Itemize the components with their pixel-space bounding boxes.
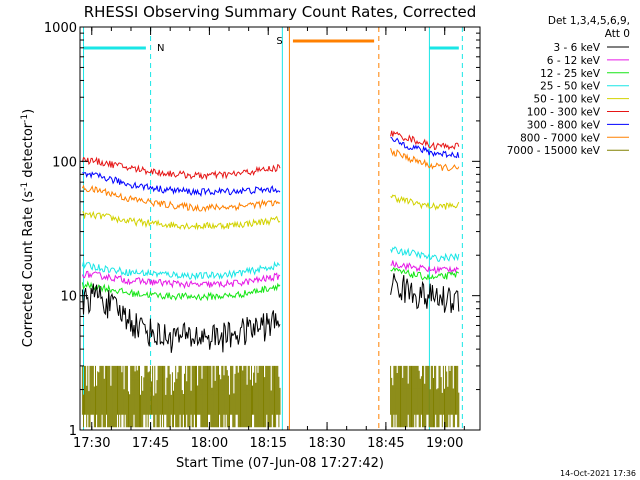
series-800-7000kev	[81, 148, 460, 213]
legend-item-label: 50 - 100 keV	[533, 94, 600, 106]
series-trace	[81, 156, 281, 181]
series-6-12kev	[81, 260, 459, 290]
legend-item-label: 25 - 50 keV	[540, 81, 601, 93]
x-axis-label: Start Time (07-Jun-08 17:27:42)	[176, 456, 384, 471]
legend-item-label: 7000 - 15000 keV	[507, 145, 601, 157]
series-trace	[390, 137, 460, 159]
legend-item-label: 800 - 7000 keV	[520, 132, 601, 144]
series-12-25kev	[81, 266, 460, 302]
x-tick-label: 18:30	[308, 436, 345, 451]
y-tick-label: 1	[69, 424, 77, 439]
x-tick-label: 17:45	[132, 436, 169, 451]
legend-item-label: 100 - 300 keV	[527, 107, 601, 119]
series-100-300kev	[81, 130, 460, 181]
series-50-100kev	[82, 194, 460, 231]
series-trace	[390, 266, 460, 281]
series-trace	[81, 260, 281, 281]
series-25-50kev	[81, 246, 460, 281]
series-trace	[82, 210, 281, 231]
night-marker-label: N	[157, 43, 164, 54]
series-trace	[81, 283, 281, 353]
y-tick-label: 100	[52, 155, 77, 170]
series-trace	[390, 130, 460, 151]
legend-item-label: 3 - 6 keV	[553, 42, 600, 54]
series-trace	[390, 246, 460, 263]
legend-item-label: 12 - 25 keV	[540, 68, 601, 80]
series-trace	[390, 148, 460, 172]
legend-item-label: 6 - 12 keV	[547, 55, 601, 67]
x-tick-label: 17:30	[73, 436, 110, 451]
series-trace	[81, 365, 281, 428]
x-tick-label: 19:00	[426, 436, 463, 451]
legend-item-label: 300 - 800 keV	[527, 119, 601, 131]
y-axis-label: Corrected Count Rate (s-1 detector-1)	[20, 109, 36, 347]
series-3-6kev	[81, 273, 460, 353]
series-trace	[81, 280, 281, 302]
x-tick-label: 18:00	[191, 436, 228, 451]
y-axis-ticks: 1 10 100 1000	[44, 21, 480, 439]
series-7000-15000kev	[81, 365, 460, 428]
series-300-800kev	[82, 137, 460, 197]
y-tick-label: 10	[60, 290, 77, 305]
saa-marker-label: S	[276, 36, 282, 47]
series-trace	[82, 171, 281, 197]
legend-header-line-2: Att 0	[605, 28, 630, 40]
legend-header-line-1: Det 1,3,4,5,6,9,	[548, 15, 630, 27]
series-trace	[390, 273, 460, 313]
series-trace	[390, 260, 459, 275]
y-tick-label: 1000	[44, 21, 77, 36]
plot-area: NS	[81, 27, 463, 430]
x-tick-label: 18:45	[367, 436, 404, 451]
series-trace	[81, 184, 281, 213]
series-trace	[81, 270, 281, 290]
series-trace	[390, 194, 460, 211]
x-axis-ticks: 17:30 17:45 18:00 18:15 18:30 18:45 19:00	[73, 27, 465, 451]
chart-title: RHESSI Observing Summary Count Rates, Co…	[84, 3, 477, 21]
generation-timestamp: 14-Oct-2021 17:36	[560, 469, 636, 478]
x-tick-label: 18:15	[250, 436, 287, 451]
series-trace	[390, 365, 460, 428]
plot-frame	[79, 26, 481, 431]
